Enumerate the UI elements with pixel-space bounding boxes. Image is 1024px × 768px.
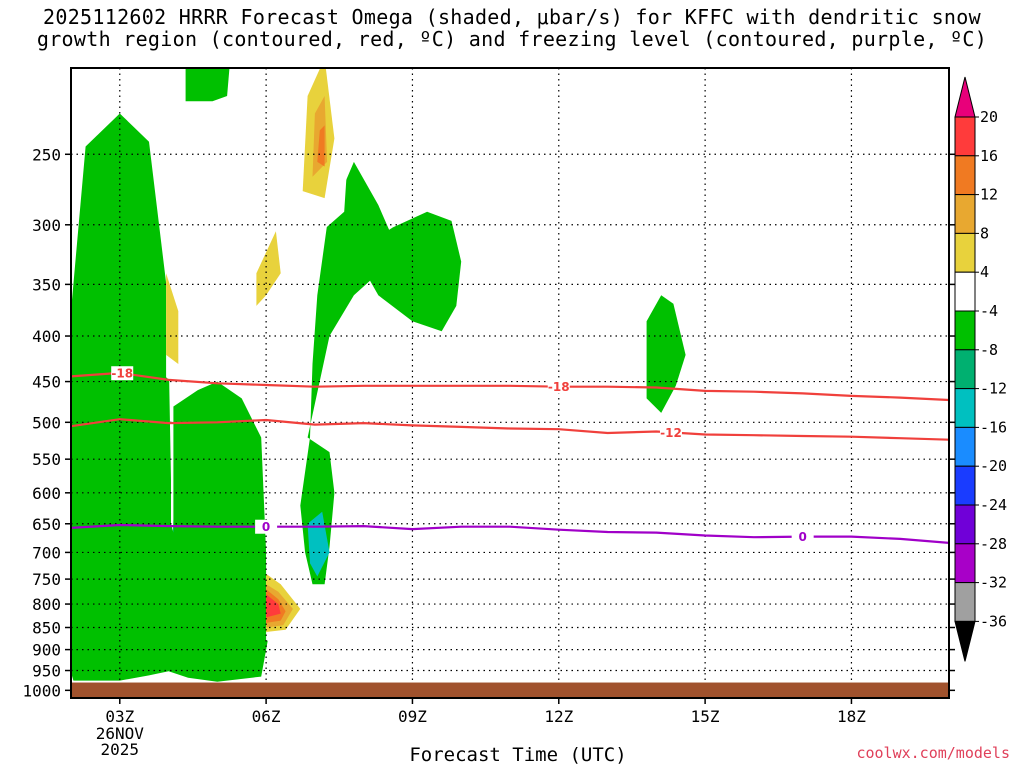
colorbar-label: -24 (980, 496, 1007, 514)
colorbar-label: -12 (980, 380, 1007, 398)
colorbar-top-arrow (954, 76, 976, 118)
ground-layer (71, 682, 949, 698)
colorbar-segment (954, 349, 976, 390)
x-tick-date-label: 26NOV (96, 724, 145, 743)
ground-surface (71, 682, 949, 698)
omega-region (551, 176, 574, 296)
contour-label-background (659, 425, 682, 440)
contour-label: 0 (798, 530, 806, 544)
y-tick-label: 750 (32, 570, 61, 589)
omega-region (353, 211, 462, 332)
omega-region (166, 273, 179, 364)
y-tick-label: 650 (32, 515, 61, 534)
y-tick-label: 900 (32, 641, 61, 660)
y-tick-label: 400 (32, 327, 61, 346)
contour-dgz-line (71, 418, 949, 441)
contour-label: -18 (111, 367, 133, 381)
chart-title-line-1: 2025112602 HRRR Forecast Omega (shaded, … (43, 5, 981, 29)
y-tick-label: 700 (32, 543, 61, 562)
colorbar-segment (954, 582, 976, 622)
colorbar-label: -20 (980, 457, 1007, 475)
contour-label: 0 (262, 520, 270, 534)
colorbar-segment (954, 116, 976, 157)
y-tick-label: 350 (32, 275, 61, 294)
colorbar-label: -8 (980, 341, 998, 359)
contour-label-background (255, 519, 278, 534)
x-tick-label: 09Z (398, 707, 427, 726)
colorbar-segment (954, 465, 976, 506)
colorbar-label: 20 (980, 108, 998, 126)
contour-label: -18 (548, 380, 570, 394)
contour-label-background (791, 529, 814, 544)
colorbar-label: -32 (980, 574, 1007, 592)
x-tick-year-label: 2025 (101, 740, 140, 759)
x-tick-label: 06Z (252, 707, 281, 726)
x-tick-label: 18Z (837, 707, 866, 726)
chart-title: 2025112602 HRRR Forecast Omega (shaded, … (0, 6, 1024, 50)
chart-title-line-2: growth region (contoured, red, ºC) and f… (36, 27, 988, 51)
y-tick-label: 300 (32, 216, 61, 235)
y-tick-label: 550 (32, 450, 61, 469)
colorbar: 20 16 12 8 4 -4 -8 -12 -16 -20 -24 -28 -32 -36 (954, 76, 1007, 662)
colorbar-segment (954, 388, 976, 428)
colorbar-segment (954, 271, 976, 312)
colorbar-label: -4 (980, 302, 998, 320)
colorbar-segment (954, 504, 976, 545)
plot-frame (70, 67, 950, 699)
x-tick-label: 12Z (544, 707, 573, 726)
omega-region (317, 125, 325, 167)
colorbar-label: -16 (980, 418, 1007, 436)
colorbar-label: -28 (980, 535, 1007, 553)
colorbar-label: 16 (980, 147, 998, 165)
contour-layer: -18 -18 -12 0 0 (71, 366, 949, 544)
grid-layer (71, 68, 949, 698)
omega-region (649, 589, 949, 677)
omega-region (266, 594, 281, 618)
x-tick-label: 15Z (691, 707, 720, 726)
y-tick-label: 950 (32, 662, 61, 681)
omega-region (256, 231, 281, 306)
credit-text: coolwx.com/models (856, 744, 1010, 762)
omega-region (71, 113, 269, 682)
colorbar-segment (954, 310, 976, 351)
colorbar-segment (954, 155, 976, 196)
contour-dgz-line (71, 371, 949, 402)
omega-shading-layer (71, 68, 949, 682)
y-tick-label: 850 (32, 618, 61, 637)
x-axis-label: Forecast Time (UTC) (409, 744, 627, 766)
y-tick-label: 250 (32, 145, 61, 164)
y-tick-label: 600 (32, 484, 61, 503)
omega-region (185, 68, 230, 102)
omega-region (407, 529, 462, 587)
colorbar-label: -36 (980, 612, 1007, 630)
colorbar-bottom-arrow (954, 620, 976, 662)
contour-label-background (111, 366, 134, 381)
omega-region (490, 640, 535, 675)
omega-region (307, 511, 330, 577)
omega-region (402, 649, 428, 673)
colorbar-segment (954, 194, 976, 234)
colorbar-segment (954, 426, 976, 467)
contour-label-background (547, 379, 570, 394)
x-tick-label: 03Z (105, 707, 134, 726)
colorbar-segment (954, 543, 976, 584)
colorbar-label: 12 (980, 186, 998, 204)
y-tick-label: 1000 (22, 681, 61, 700)
y-tick-label: 800 (32, 595, 61, 614)
contour-label: -12 (660, 426, 682, 440)
colorbar-label: 4 (980, 263, 989, 281)
colorbar-segment (954, 232, 976, 273)
colorbar-label: 8 (980, 224, 989, 242)
y-tick-label: 500 (32, 413, 61, 432)
axes-layer: 250 300 350 400 450 500 550 600 650 700 750 800 850 9… (22, 145, 955, 759)
y-tick-label: 450 (32, 373, 61, 392)
omega-region (646, 295, 686, 413)
